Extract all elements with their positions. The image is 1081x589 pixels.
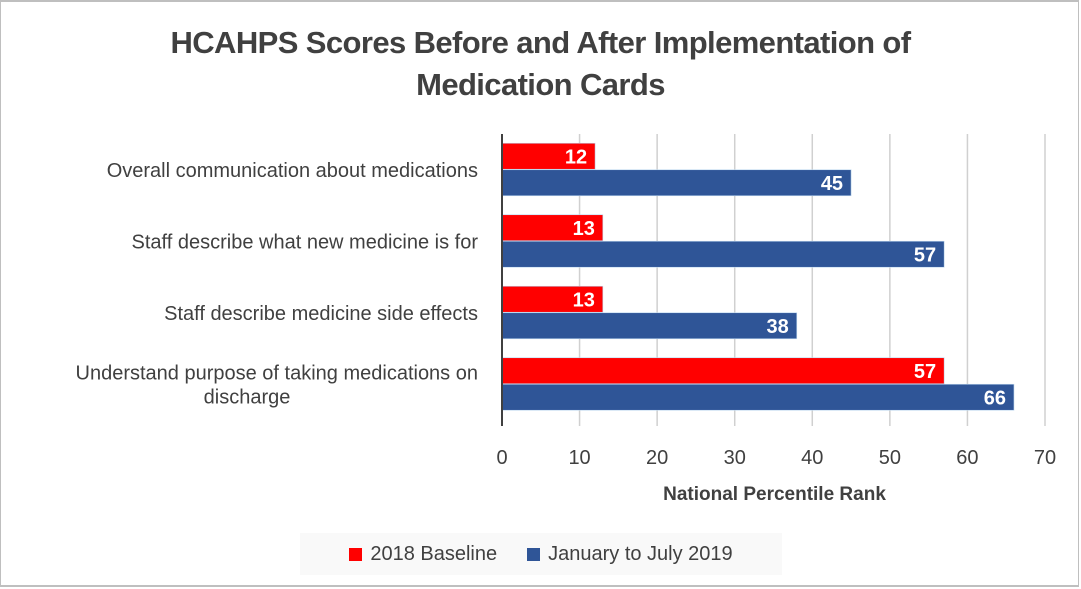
data-label: 45: [821, 173, 843, 195]
bar-2019: [501, 240, 945, 268]
data-label: 57: [914, 361, 936, 383]
legend-swatch-baseline: [349, 547, 363, 561]
x-tick-label: 40: [801, 447, 823, 469]
x-tick-label: 20: [646, 447, 668, 469]
legend-item-2019: January to July 2019: [527, 543, 733, 566]
chart-title-line-2: Medication Cards: [416, 67, 665, 102]
data-label: 13: [573, 290, 595, 312]
data-label: 13: [573, 218, 595, 240]
data-label: 38: [767, 316, 789, 338]
legend-swatch-2019: [527, 547, 541, 561]
category-label: Understand purpose of taking medications…: [76, 362, 478, 384]
legend-label-2019: January to July 2019: [548, 542, 733, 565]
bar-2019: [501, 169, 852, 197]
bar-baseline: [501, 357, 945, 385]
x-tick-label: 10: [568, 447, 590, 469]
bar-2019: [501, 383, 1015, 411]
x-tick-label: 60: [956, 447, 978, 469]
x-tick-label: 0: [496, 447, 507, 469]
x-tick-label: 70: [1034, 447, 1056, 469]
x-axis-title: National Percentile Rank: [663, 484, 886, 505]
x-tick-label: 50: [879, 447, 901, 469]
data-label: 57: [914, 245, 936, 267]
chart-title-line-1: HCAHPS Scores Before and After Implement…: [170, 25, 911, 60]
data-label: 12: [565, 147, 587, 169]
legend-item-baseline: 2018 Baseline: [349, 543, 497, 566]
legend-label-baseline: 2018 Baseline: [370, 542, 498, 565]
category-label: Staff describe medicine side effects: [164, 303, 478, 325]
data-label: 66: [984, 388, 1006, 410]
category-label: Overall communication about medications: [107, 160, 478, 182]
bar-2019: [501, 312, 798, 340]
category-label: Staff describe what new medicine is for: [132, 231, 479, 253]
category-label: discharge: [204, 386, 291, 408]
chart-title: HCAHPS Scores Before and After Implement…: [0, 22, 1081, 106]
legend: 2018 Baseline January to July 2019: [300, 533, 782, 575]
x-tick-label: 30: [724, 447, 746, 469]
